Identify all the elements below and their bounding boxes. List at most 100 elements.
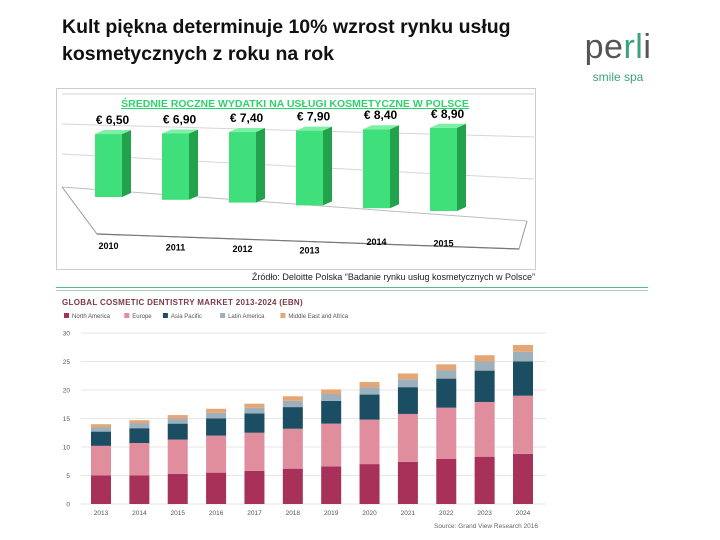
y-tick-label: 20 xyxy=(63,388,71,395)
stacked-segment xyxy=(321,400,342,424)
stacked-segment xyxy=(129,443,150,476)
section-divider xyxy=(56,287,648,288)
stacked-segment xyxy=(397,461,418,504)
x-tick-label: 2019 xyxy=(324,510,339,517)
y-tick-label: 5 xyxy=(66,473,70,480)
spending-bar-side xyxy=(457,123,466,211)
stacked-segment xyxy=(474,370,495,402)
spending-value-label: € 7,40 xyxy=(230,111,264,125)
x-tick-label: 2018 xyxy=(286,510,301,517)
stacked-segment xyxy=(397,413,418,462)
x-tick-label: 2016 xyxy=(209,510,224,517)
y-tick-label: 10 xyxy=(63,445,71,452)
stacked-segment xyxy=(282,400,303,408)
spending-bar-side xyxy=(256,128,265,203)
stacked-segment xyxy=(129,428,150,444)
spending-bar xyxy=(229,132,256,203)
stacked-segment xyxy=(359,394,380,420)
legend-label: Asia Pacific xyxy=(171,314,202,320)
spending-bar xyxy=(162,133,189,200)
legend-swatch xyxy=(280,313,286,318)
x-tick-label: 2021 xyxy=(401,510,416,517)
stacked-segment xyxy=(244,470,265,504)
spending-bar-side xyxy=(189,129,198,200)
stacked-segment xyxy=(436,407,457,459)
stacked-segment xyxy=(129,423,150,429)
stacked-segment xyxy=(321,466,342,504)
spending-bar xyxy=(95,134,122,197)
stacked-segment xyxy=(167,415,188,419)
legend-label: Latin America xyxy=(228,314,265,320)
legend-label: Europe xyxy=(132,314,152,320)
stacked-segment xyxy=(91,431,111,446)
stacked-segment xyxy=(282,468,303,504)
spending-value-label: € 8,40 xyxy=(364,108,398,122)
stacked-segment xyxy=(206,418,227,436)
x-tick-label: 2014 xyxy=(132,510,147,517)
stacked-segment xyxy=(91,445,111,476)
stacked-segment xyxy=(91,427,111,432)
slide-title: Kult piękna determinuje 10% wzrost rynku… xyxy=(62,16,511,65)
legend-label: North America xyxy=(72,314,111,320)
spending-chart: ŚREDNIE ROCZNE WYDATKI NA USŁUGI KOSMETY… xyxy=(61,93,535,256)
stacked-segment xyxy=(167,473,188,504)
spending-year-label: 2015 xyxy=(433,239,453,249)
stacked-segment xyxy=(167,439,188,474)
spending-bar xyxy=(296,130,323,206)
logo-wordmark: perli xyxy=(584,28,652,66)
brand-logo: perli smile spa xyxy=(568,30,668,84)
spending-value-label: € 8,90 xyxy=(431,107,465,121)
section-divider-thin xyxy=(56,290,648,291)
spending-bar-side xyxy=(323,126,332,206)
x-tick-label: 2020 xyxy=(362,510,377,517)
stacked-segment xyxy=(321,423,342,467)
y-tick-label: 15 xyxy=(63,416,71,423)
stacked-segment xyxy=(282,396,303,401)
legend-swatch xyxy=(64,313,69,318)
x-tick-label: 2023 xyxy=(477,510,492,517)
x-tick-label: 2022 xyxy=(439,510,454,517)
stacked-segment xyxy=(436,370,457,379)
spending-bar-top xyxy=(363,125,399,130)
stacked-segment xyxy=(359,387,380,395)
legend-label: Middle East and Africa xyxy=(288,314,348,320)
stacked-segment xyxy=(474,401,495,457)
x-tick-label: 2024 xyxy=(516,510,531,517)
spending-year-label: 2013 xyxy=(299,246,319,256)
stacked-segment xyxy=(167,418,188,424)
stacked-segment xyxy=(321,389,342,394)
stacked-segment xyxy=(206,408,227,413)
y-tick-label: 25 xyxy=(63,359,71,366)
dentistry-chart-panel: GLOBAL COSMETIC DENTISTRY MARKET 2013-20… xyxy=(56,293,556,533)
spending-chart-title: ŚREDNIE ROCZNE WYDATKI NA USŁUGI KOSMETY… xyxy=(121,97,469,110)
stacked-segment xyxy=(513,344,533,352)
dentistry-chart-source: Source: Grand View Research 2016 xyxy=(434,523,538,530)
spending-year-label: 2014 xyxy=(366,237,386,247)
stacked-segment xyxy=(244,403,265,408)
spending-value-label: € 6,90 xyxy=(163,112,197,126)
stacked-segment xyxy=(474,361,495,371)
stacked-segment xyxy=(436,378,457,408)
dentistry-chart: GLOBAL COSMETIC DENTISTRY MARKET 2013-20… xyxy=(62,298,546,530)
spending-chart-panel: ŚREDNIE ROCZNE WYDATKI NA USŁUGI KOSMETY… xyxy=(56,88,536,270)
spending-value-label: € 7,90 xyxy=(297,110,331,124)
x-tick-label: 2013 xyxy=(94,510,109,517)
dentistry-chart-title: GLOBAL COSMETIC DENTISTRY MARKET 2013-20… xyxy=(62,298,303,307)
spending-year-label: 2012 xyxy=(232,244,252,254)
stacked-segment xyxy=(91,475,111,504)
stacked-segment xyxy=(129,475,150,504)
stacked-segment xyxy=(436,458,457,504)
stacked-segment xyxy=(397,387,418,414)
x-tick-label: 2015 xyxy=(170,510,185,517)
stacked-segment xyxy=(513,453,533,504)
stacked-segment xyxy=(397,373,418,380)
stacked-segment xyxy=(129,420,150,424)
spending-bar-top xyxy=(229,128,265,133)
legend-swatch xyxy=(162,313,168,318)
spending-bar-side xyxy=(390,125,399,209)
stacked-segment xyxy=(282,407,303,429)
spending-bar-top xyxy=(296,126,332,131)
stacked-segment xyxy=(359,464,380,504)
stacked-segment xyxy=(244,407,265,414)
stacked-segment xyxy=(513,351,533,362)
